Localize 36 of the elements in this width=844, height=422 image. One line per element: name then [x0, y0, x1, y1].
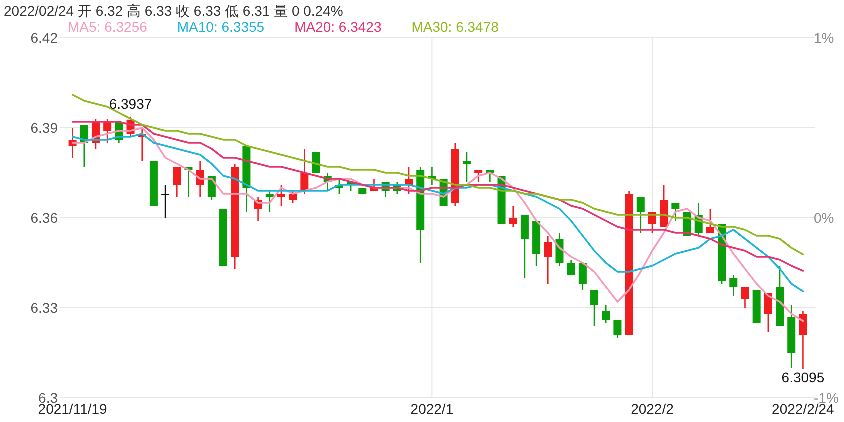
candlestick — [277, 184, 286, 207]
candlestick — [544, 235, 552, 285]
candlestick — [474, 169, 483, 183]
line-series — [72, 94, 804, 256]
y-tick-label: 6.39 — [30, 120, 58, 136]
candlestick — [509, 205, 518, 228]
candlestick — [590, 289, 599, 327]
candlestick — [578, 262, 587, 291]
chart-title: 2022/02/24 开 6.32 高 6.33 收 6.33 低 6.31 量 0 0.24% — [4, 3, 344, 19]
candlestick — [602, 304, 610, 324]
candlestick — [266, 190, 274, 213]
candlestick — [614, 319, 622, 339]
y-tick-label: 6.36 — [30, 210, 58, 226]
y2-tick-label: 0% — [814, 210, 834, 226]
candlestick — [764, 292, 772, 333]
candlestick — [567, 259, 576, 276]
annotation: 6.3937 — [109, 96, 152, 112]
candlestick — [486, 169, 494, 183]
line-series — [72, 121, 804, 272]
annotation: 6.3095 — [782, 370, 825, 386]
candlestick — [289, 190, 298, 204]
y-tick-label: 6.33 — [30, 300, 58, 316]
candlestick — [741, 286, 750, 309]
candlestick — [462, 151, 471, 183]
candlestick — [706, 208, 714, 234]
candlestick — [730, 274, 738, 297]
candlestick — [520, 214, 529, 279]
candlestick — [799, 310, 808, 370]
candlestick — [672, 202, 680, 222]
x-tick-label: 2022/1 — [410, 401, 454, 417]
candlestick — [636, 196, 645, 234]
candlestick — [173, 166, 182, 198]
y-tick-label: 6.42 — [30, 30, 58, 46]
x-tick-label: 2022/2 — [631, 401, 674, 417]
legend: MA5: 6.3256 MA10: 6.3355 MA20: 6.3423 MA30: 6.3478 — [68, 19, 499, 35]
y2-tick-label: 1% — [814, 30, 834, 46]
